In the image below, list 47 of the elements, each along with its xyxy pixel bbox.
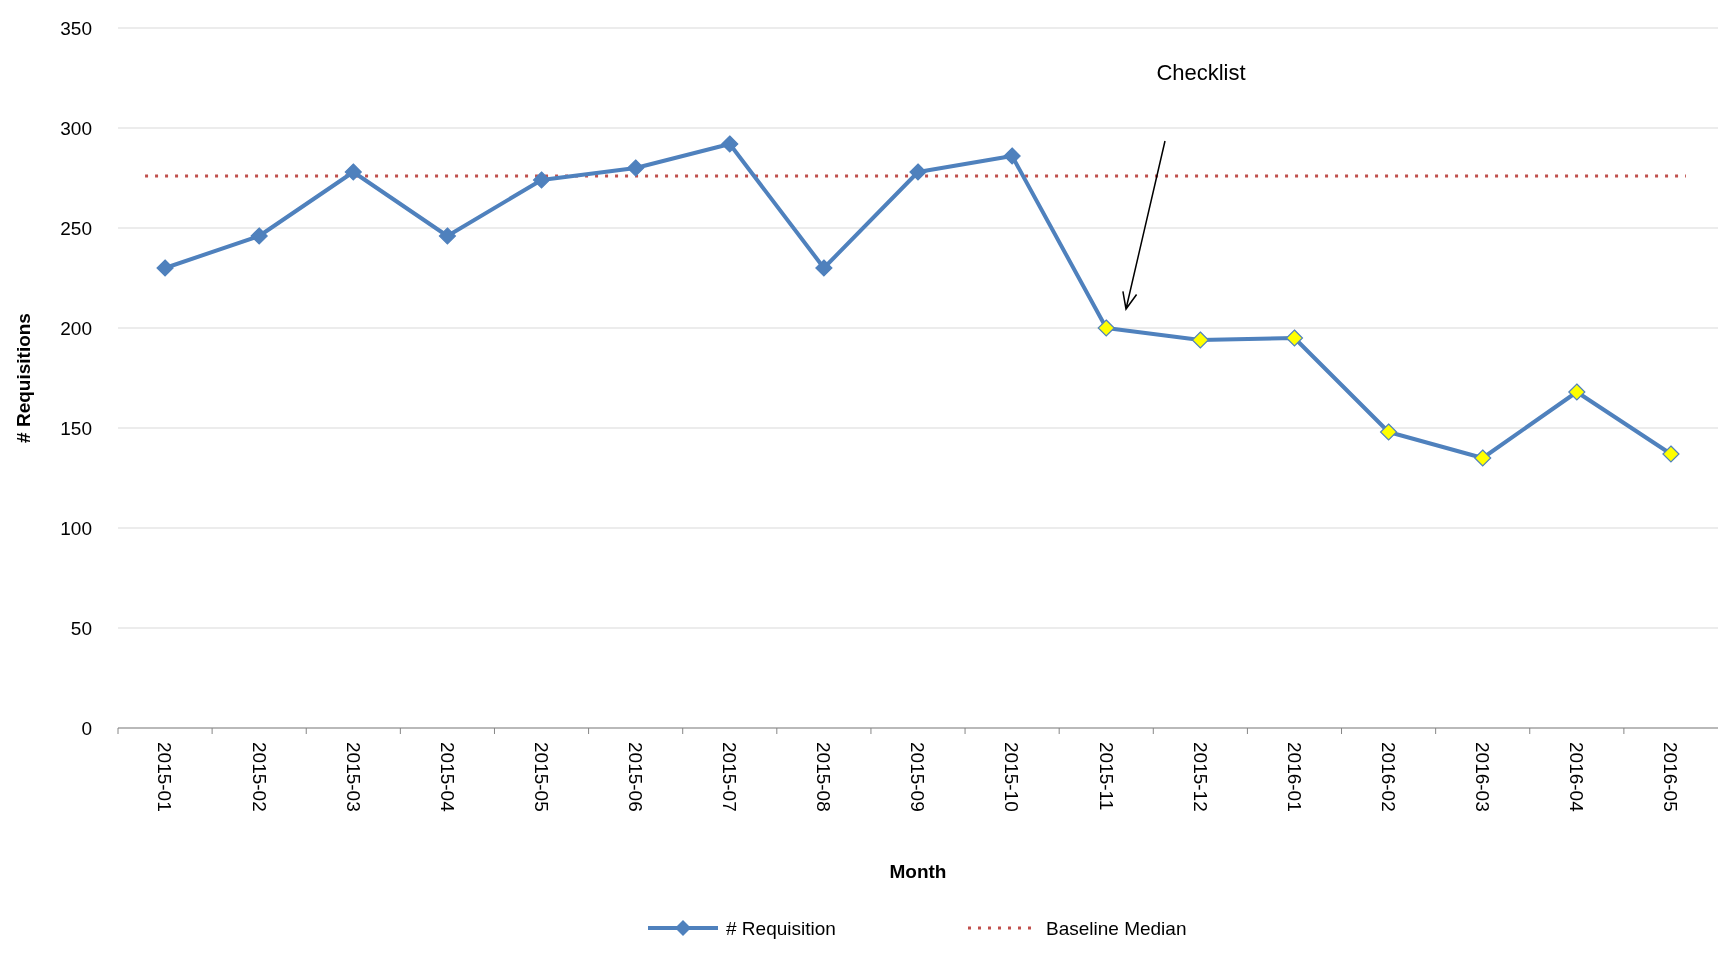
- legend-label: Baseline Median: [1046, 917, 1187, 939]
- x-tick-label: 2015-06: [625, 742, 646, 812]
- x-tick-label: 2015-08: [813, 742, 835, 812]
- y-tick-label: 350: [60, 17, 92, 39]
- point: [438, 227, 457, 245]
- legend-label: # Requisition: [726, 917, 836, 939]
- x-tick-label: 2015-09: [907, 742, 929, 812]
- x-tick-label: 2015-03: [342, 742, 364, 812]
- y-tick-label: 0: [81, 717, 92, 739]
- point: [721, 135, 739, 153]
- x-tick-label: 2016-05: [1660, 742, 1682, 812]
- x-axis-title: Month: [889, 861, 947, 882]
- y-tick-label: 300: [60, 117, 92, 139]
- point: [1568, 383, 1586, 401]
- y-tick-label: 150: [60, 417, 92, 439]
- point: [1285, 329, 1304, 347]
- point: [627, 159, 645, 177]
- y-tick-label: 100: [60, 517, 92, 539]
- point: [1097, 319, 1115, 337]
- x-tick-label: 2015-02: [248, 742, 270, 812]
- y-tick-label: 50: [70, 617, 92, 639]
- point: [1003, 147, 1021, 165]
- x-tick-label: 2016-04: [1566, 742, 1588, 813]
- point: [532, 171, 551, 189]
- x-tick-label: 2015-12: [1189, 742, 1211, 812]
- point: [909, 163, 927, 181]
- x-tick-label: 2015-11: [1095, 742, 1117, 811]
- y-axis-title: # Requisitions: [13, 313, 34, 443]
- x-tick-label: 2016-02: [1377, 742, 1399, 812]
- point: [815, 259, 833, 277]
- x-tick-label: 2015-05: [530, 742, 552, 812]
- x-tick-label: 2016-03: [1472, 742, 1494, 812]
- point: [1662, 445, 1680, 463]
- x-tick-label: 2015-07: [719, 742, 741, 812]
- x-tick-label: 2015-10: [1001, 742, 1023, 812]
- point: [344, 163, 362, 181]
- annotation: Checklist: [1156, 60, 1246, 85]
- x-tick-label: 2015-04: [436, 742, 458, 813]
- y-tick-label: 250: [60, 217, 92, 239]
- point: [1191, 331, 1209, 349]
- x-tick-label: 2016-01: [1283, 742, 1305, 812]
- point: [1379, 423, 1398, 441]
- point: [1474, 449, 1492, 467]
- point: [156, 259, 174, 277]
- y-tick-label: 200: [60, 317, 92, 339]
- x-tick-label: 2015-01: [154, 742, 176, 812]
- point: [250, 227, 268, 245]
